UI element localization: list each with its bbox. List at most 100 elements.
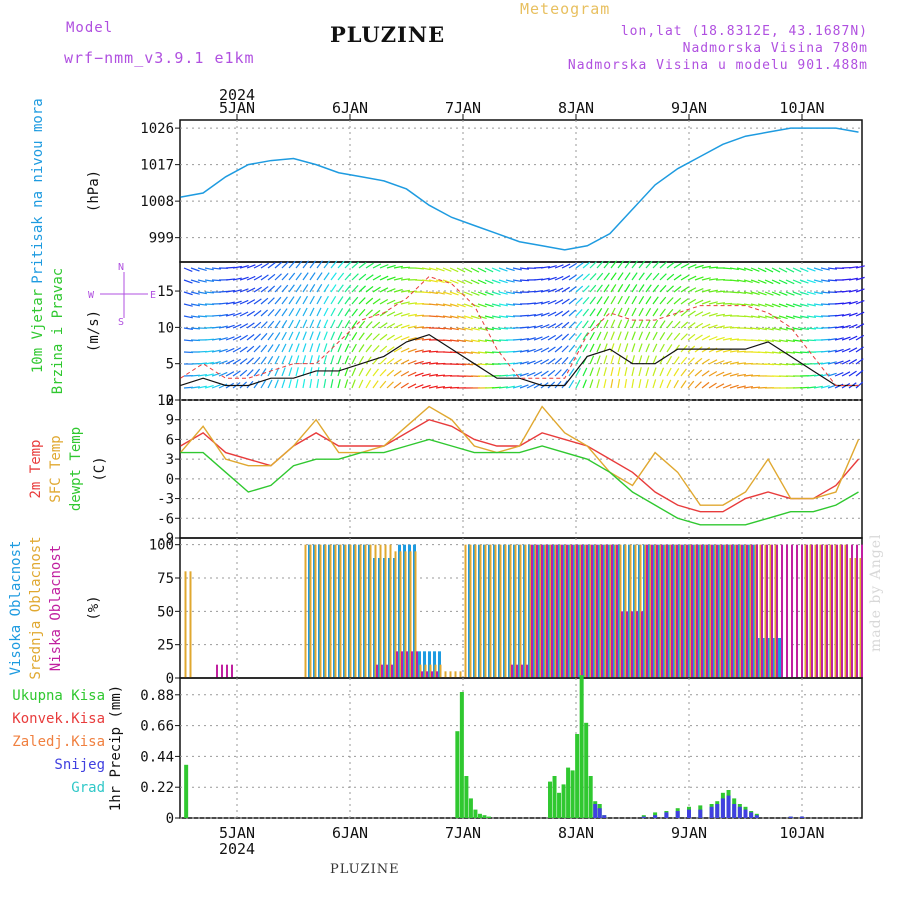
wind-barb <box>680 321 689 329</box>
cloud-bar <box>766 544 768 678</box>
wind-barb <box>589 343 595 353</box>
wind-barb <box>358 273 367 281</box>
wind-barb <box>645 331 651 341</box>
wind-barb <box>232 358 241 365</box>
wind-barb <box>337 284 344 293</box>
wind-barb <box>736 373 746 377</box>
cloud-bar <box>438 651 441 678</box>
wind-barb <box>659 261 668 269</box>
wind-barb <box>785 327 795 331</box>
wind-axis-label-2: Brzina i Pravac <box>50 268 66 394</box>
cloud-bar <box>836 544 838 678</box>
wind-barb <box>407 290 418 293</box>
wind-barb <box>841 336 851 341</box>
cloud-bar <box>614 544 617 678</box>
wind-barb <box>512 291 523 294</box>
wind-barb <box>806 267 816 272</box>
wind-barb <box>386 264 396 269</box>
wind-barb <box>533 359 543 365</box>
wind-barb <box>750 279 760 284</box>
wind-barb <box>547 323 557 329</box>
wind-barb <box>827 372 837 377</box>
wind-barb <box>582 308 590 317</box>
cloud-bar <box>754 544 757 678</box>
wind-barb <box>561 333 570 341</box>
wind-barb <box>596 260 604 269</box>
wind-barb <box>652 355 657 365</box>
wind-barb <box>463 351 473 354</box>
cloud-bar <box>399 551 402 678</box>
wind-barb <box>687 275 697 281</box>
wind-barb <box>393 358 402 365</box>
wind-barb <box>708 359 718 365</box>
wind-barb <box>274 308 282 317</box>
wind-barb <box>673 274 682 281</box>
wind-barb <box>239 265 249 269</box>
wind-barb <box>694 334 703 341</box>
wind-barb <box>372 309 381 317</box>
wind-barb <box>323 331 328 341</box>
wind-barb <box>288 307 295 317</box>
wind-barb <box>323 355 328 365</box>
wind-barb <box>799 327 809 331</box>
wind-barb <box>344 343 350 353</box>
wind-barb <box>281 320 288 329</box>
wind-barb <box>638 331 644 341</box>
cloud-bar <box>384 544 387 678</box>
precip-bar <box>561 784 566 818</box>
wind-barb <box>260 356 267 365</box>
wind-barb <box>785 267 795 273</box>
wind-barb <box>610 284 617 293</box>
wind-barb <box>218 337 228 341</box>
wind-barb <box>582 379 587 389</box>
wind-barb <box>463 327 473 331</box>
wind-barb <box>638 319 644 329</box>
wind-barb <box>617 343 622 353</box>
wind-barb <box>267 273 276 281</box>
wind-barb <box>414 337 424 341</box>
wind-barb <box>260 368 267 377</box>
wind-barb <box>288 272 296 281</box>
wind-barb <box>694 311 704 317</box>
wind-barb <box>239 288 249 293</box>
cloud-bar <box>544 544 547 678</box>
wind-barb <box>652 296 659 305</box>
wind-barb <box>505 291 515 295</box>
cloud-bar <box>721 544 723 678</box>
wind-barb <box>218 371 228 377</box>
wind-barb <box>736 350 747 353</box>
precip-bar <box>566 767 571 818</box>
wind-barb <box>729 349 739 353</box>
wind-barb <box>652 319 659 329</box>
wind-barb <box>295 307 301 317</box>
temp-series-line <box>180 418 860 513</box>
wind-barb <box>694 288 704 293</box>
wind-barb <box>323 272 330 281</box>
wind-barb <box>330 295 337 305</box>
wind-barb <box>379 275 389 281</box>
wind-barb <box>407 348 417 353</box>
wind-barb <box>820 291 831 294</box>
wind-barb <box>708 301 718 305</box>
wind-barb <box>855 288 865 293</box>
wind-barb <box>834 383 844 389</box>
wind-barb <box>295 343 300 353</box>
wind-barb <box>225 347 235 353</box>
wind-barb <box>757 315 767 319</box>
wind-barb <box>659 296 667 305</box>
top-day-label: 8JAN <box>558 99 594 117</box>
wind-barb <box>372 333 380 341</box>
cloud-bar <box>629 544 632 678</box>
y-unit-label: (hPa) <box>86 170 102 212</box>
cloud-bar <box>431 671 433 678</box>
wind-barb <box>344 284 352 293</box>
wind-barb <box>743 315 754 318</box>
wind-barb <box>596 379 600 389</box>
wind-barb <box>638 272 645 281</box>
wind-barb <box>631 379 635 389</box>
precip-legend-label: Zaledj.Kisa <box>12 734 105 750</box>
precip-bar <box>584 722 589 818</box>
wind-barb <box>575 344 582 353</box>
wind-barb <box>568 380 575 389</box>
cloud-bar <box>464 544 467 678</box>
